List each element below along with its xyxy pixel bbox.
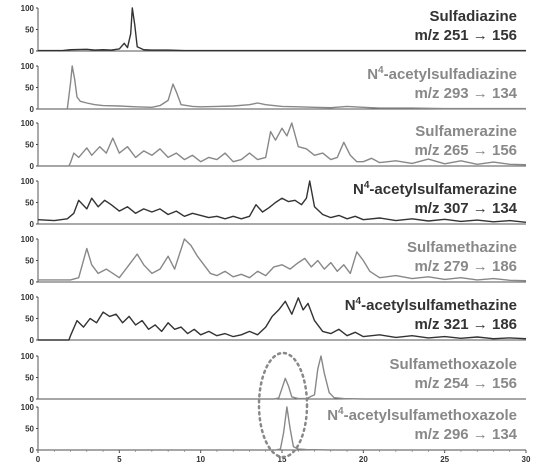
panel-transition-1: m/z 251 → 156: [414, 27, 517, 44]
y-tick-label: 0: [30, 47, 35, 56]
y-tick-label: 100: [21, 62, 35, 71]
y-tick-label: 0: [30, 336, 35, 345]
y-tick-label: 50: [25, 84, 34, 93]
panel-transition-6: m/z 321 → 186: [414, 316, 517, 333]
x-tick-label: 30: [522, 455, 531, 464]
y-tick-label: 100: [21, 119, 35, 128]
y-tick-label: 100: [21, 235, 35, 244]
panel-title-4: N4-acetylsulfamerazine: [353, 180, 517, 198]
panel-title-5: Sulfamethazine: [407, 239, 517, 256]
y-tick-label: 50: [25, 315, 34, 324]
y-tick-label: 0: [30, 395, 35, 404]
y-tick-label: 100: [21, 403, 35, 412]
x-tick-label: 0: [36, 455, 41, 464]
panel-transition-8: m/z 296 → 134: [414, 426, 517, 443]
panel-transition-3: m/z 265 → 156: [414, 142, 517, 159]
x-tick-label: 25: [440, 455, 449, 464]
panel-title-8: N4-acetylsulfamethoxazole: [327, 406, 517, 424]
trace-6: [38, 297, 527, 341]
panel-title-1: Sulfadiazine: [429, 8, 517, 25]
y-tick-label: 50: [25, 199, 34, 208]
trace-7: [38, 355, 526, 400]
y-tick-label: 100: [21, 4, 35, 13]
trace-2: [38, 65, 526, 110]
panel-title-2: N4-acetylsulfadiazine: [367, 65, 517, 83]
highlight-ellipse: [257, 351, 309, 459]
y-tick-label: 0: [30, 220, 35, 229]
y-tick-label: 50: [25, 257, 34, 266]
panel-transition-2: m/z 293 → 134: [414, 85, 517, 102]
y-tick-label: 0: [30, 278, 35, 287]
y-tick-label: 0: [30, 105, 35, 114]
y-tick-label: 50: [25, 26, 34, 35]
x-tick-label: 20: [359, 455, 368, 464]
panel-title-6: N4-acetylsulfamethazine: [345, 296, 517, 314]
x-tick-label: 10: [196, 455, 205, 464]
y-tick-label: 0: [30, 446, 35, 455]
x-tick-label: 15: [278, 455, 287, 464]
trace-4: [37, 180, 527, 223]
panel-transition-4: m/z 307 → 134: [414, 200, 517, 217]
y-tick-label: 100: [21, 293, 35, 302]
y-tick-label: 0: [30, 162, 35, 171]
y-tick-label: 50: [25, 425, 34, 434]
y-tick-label: 100: [21, 177, 35, 186]
panel-transition-7: m/z 254 → 156: [414, 375, 517, 392]
y-tick-label: 100: [21, 352, 35, 361]
panel-title-3: Sulfamerazine: [415, 123, 517, 140]
panel-transition-5: m/z 279 → 186: [414, 258, 517, 275]
trace-3: [38, 122, 527, 167]
x-tick-label: 5: [117, 455, 122, 464]
y-tick-label: 50: [25, 374, 34, 383]
trace-5: [38, 238, 527, 282]
trace-1: [38, 7, 526, 52]
y-tick-label: 50: [25, 141, 34, 150]
panel-title-7: Sulfamethoxazole: [389, 356, 517, 373]
